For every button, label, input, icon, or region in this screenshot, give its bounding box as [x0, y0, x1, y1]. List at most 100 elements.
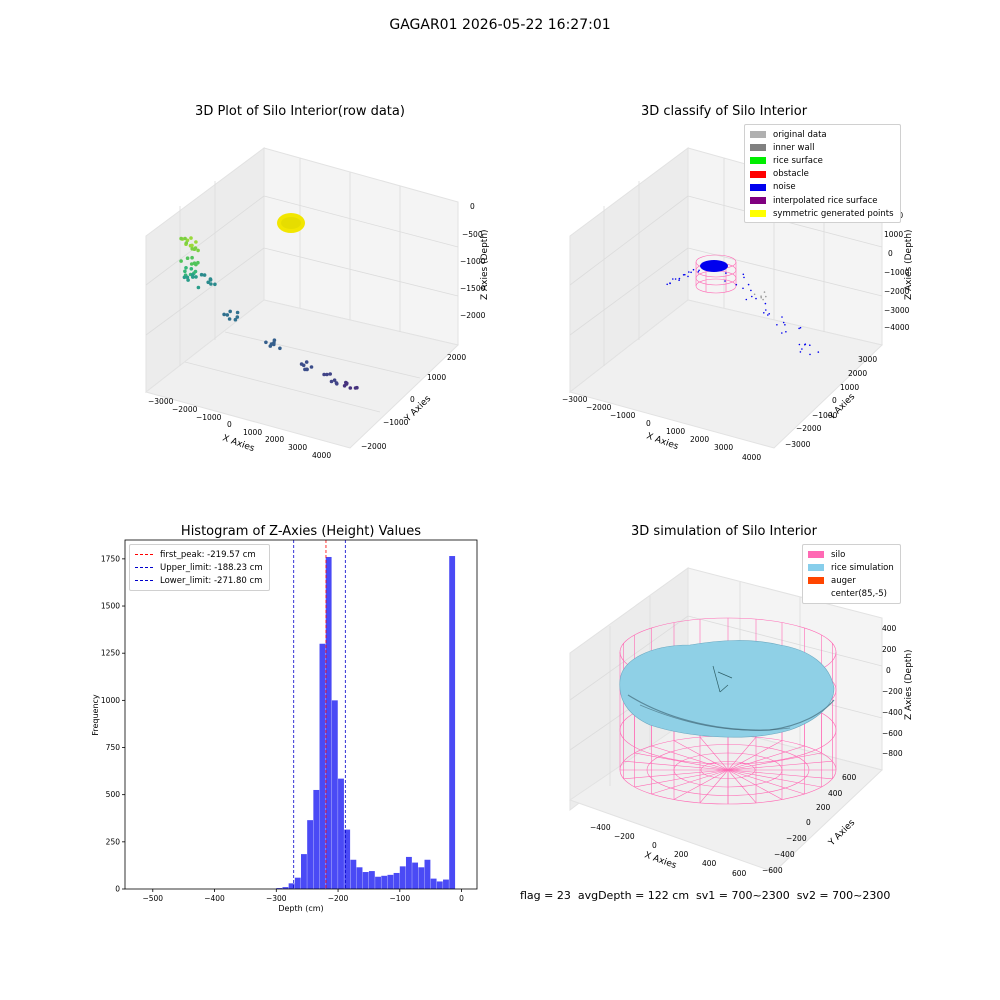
scatter-point — [332, 378, 337, 383]
noise-point — [742, 287, 744, 290]
legend-item: center(85,-5) — [808, 588, 894, 601]
p1-xtick: 1000 — [243, 428, 262, 437]
scatter-point — [199, 272, 204, 277]
noise-point — [750, 289, 752, 292]
y-tick-label: 0 — [115, 885, 120, 894]
scatter-point — [322, 372, 326, 377]
p4-xtick: −200 — [614, 832, 635, 841]
noise-point — [698, 269, 700, 272]
noise-point — [735, 283, 738, 286]
status-footer: flag = 23 avgDepth = 122 cm sv1 = 700~23… — [520, 889, 891, 902]
panel2-title: 3D classify of Silo Interior — [640, 104, 808, 119]
histogram-bar — [375, 876, 381, 889]
p2-ytick: 1000 — [840, 383, 859, 392]
histogram-chart: −500 −400 −300 −200 −100 0 0 250 500 750 1000 1250… — [91, 539, 478, 913]
legend-item: auger — [808, 574, 894, 587]
noise-point — [776, 324, 778, 326]
p4-xtick: 400 — [702, 859, 717, 868]
p4-ytick: 600 — [842, 773, 857, 782]
histogram-bar — [436, 881, 443, 889]
histogram-bar — [412, 862, 419, 889]
scatter-point — [222, 312, 226, 317]
scatter-point — [183, 236, 187, 241]
legend-swatch — [808, 590, 824, 598]
scatter-point — [194, 275, 198, 279]
histogram-bar — [430, 878, 437, 889]
p4-ytick: 400 — [828, 789, 843, 798]
p1-point-cloud — [179, 236, 359, 390]
x-ticks: −500 −400 −300 −200 −100 0 — [142, 889, 464, 903]
y-tick-label: 1250 — [101, 649, 120, 658]
legend-swatch — [750, 144, 766, 152]
scatter-point — [235, 310, 240, 315]
histogram-bars — [276, 556, 456, 889]
scatter-point — [305, 367, 309, 372]
legend-line — [135, 554, 153, 556]
noise-point — [745, 298, 748, 301]
p1-zlabel: Z Axies (Depth) — [480, 229, 490, 300]
scatter-point — [208, 277, 213, 281]
histogram-legend: first_peak: -219.57 cm Upper_limit: -188… — [129, 544, 270, 591]
legend-swatch — [750, 170, 766, 178]
scatter-point — [186, 278, 190, 282]
p2-ztick: −4000 — [884, 323, 910, 332]
legend-item: obstacle — [750, 168, 894, 181]
y-tick-label: 1750 — [101, 554, 120, 563]
noise-point — [682, 274, 685, 276]
y-tick-label: 750 — [106, 743, 121, 752]
histogram-bar — [399, 866, 406, 889]
scatter-point — [304, 360, 309, 364]
noise-point — [703, 266, 705, 269]
scatter-point — [301, 363, 306, 368]
auger-lines — [712, 665, 733, 693]
histogram-bar — [350, 859, 357, 889]
x-tick-label: −500 — [142, 894, 163, 903]
noise-point — [751, 295, 753, 298]
p1-ytick: 2000 — [447, 353, 466, 362]
p1-ztick: −500 — [462, 230, 483, 239]
scatter-point — [309, 365, 314, 369]
legend-swatch — [750, 183, 766, 191]
p4-ztick: −200 — [882, 687, 903, 696]
histogram-bar — [387, 874, 394, 889]
legend-item: interpolated rice surface — [750, 194, 894, 207]
noise-point — [755, 297, 757, 300]
noise-point — [781, 316, 783, 318]
p2-xtick: 4000 — [742, 453, 761, 462]
noise-point — [801, 348, 803, 350]
p2-xtick: 0 — [646, 419, 651, 428]
noise-point — [678, 279, 680, 282]
legend-item: first_peak: -219.57 cm — [135, 548, 263, 561]
noise-point — [672, 278, 674, 280]
x-tick-label: 0 — [459, 894, 464, 903]
scatter-point — [328, 372, 333, 376]
p4-ytick: 0 — [806, 818, 811, 827]
histogram-bar — [449, 556, 456, 889]
y-tick-label: 250 — [106, 837, 121, 846]
noise-point — [784, 324, 786, 326]
p2-noise-cluster — [700, 260, 728, 272]
histogram-bar — [418, 867, 425, 889]
panel2-3d-axes: −3000 −2000 −1000 0 1000 2000 3000 4000 … — [562, 147, 914, 462]
p4-ytick: −200 — [786, 834, 807, 843]
legend-swatch — [750, 197, 766, 205]
panel4-legend: silo rice simulation auger center(85,-5) — [802, 544, 901, 604]
plot-frame — [124, 539, 478, 890]
original-point — [760, 296, 762, 299]
p2-point-cloud — [666, 265, 820, 356]
p2-zlabel: Z Axies (Depth) — [904, 229, 914, 300]
legend-item: Upper_limit: -188.23 cm — [135, 561, 263, 574]
scatter-point — [190, 243, 194, 248]
noise-point — [724, 280, 726, 282]
silo-floor-ring — [700, 761, 756, 779]
noise-point — [799, 351, 802, 353]
histogram-bar — [381, 875, 388, 889]
noise-point — [781, 332, 783, 334]
scatter-point — [189, 262, 194, 266]
noise-point — [697, 271, 700, 273]
scatter-point — [345, 381, 349, 386]
noise-point — [765, 309, 767, 311]
y-ticks: 0 250 500 750 1000 1250 1500 1750 — [101, 554, 125, 894]
histogram-bar — [368, 871, 375, 889]
y-tick-label: 1000 — [101, 696, 120, 705]
